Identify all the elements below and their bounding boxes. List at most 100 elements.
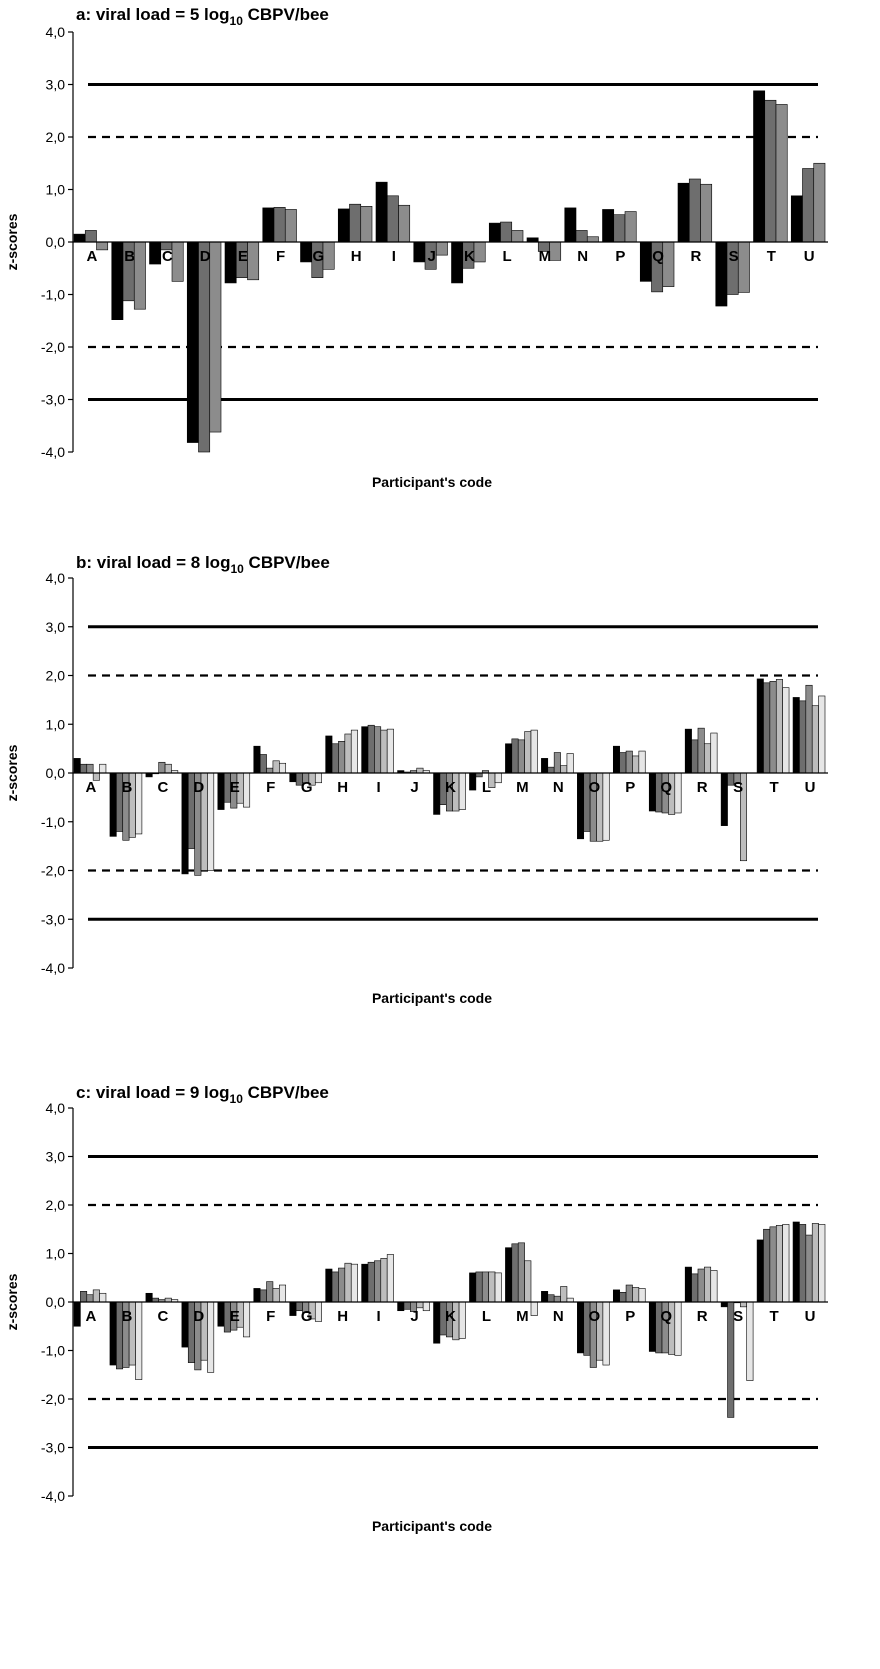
- bar: [488, 1271, 496, 1303]
- bar: [769, 1226, 777, 1303]
- bar: [710, 1270, 718, 1303]
- bar: [338, 1267, 346, 1303]
- bar: [517, 739, 525, 774]
- bar: [805, 684, 813, 774]
- bar: [209, 241, 222, 433]
- y-tick-label: 2,0: [46, 129, 66, 145]
- bar: [811, 1223, 819, 1303]
- bar: [386, 728, 394, 774]
- bar: [782, 1224, 790, 1303]
- x-axis-label: Participant's code: [372, 990, 492, 1006]
- bar: [560, 765, 568, 774]
- bar: [433, 1301, 441, 1344]
- bar: [314, 1301, 322, 1322]
- bar: [625, 1284, 633, 1303]
- bar: [80, 763, 88, 774]
- y-tick-label: 3,0: [46, 77, 66, 93]
- bar: [792, 697, 800, 774]
- bar: [511, 230, 524, 243]
- bar: [458, 1301, 466, 1339]
- bar: [135, 772, 143, 835]
- bar: [109, 1301, 117, 1366]
- x-axis-label: Participant's code: [372, 1518, 492, 1534]
- category-label: J: [410, 1308, 418, 1325]
- panel-title: b: viral load = 8 log10 CBPV/bee: [76, 553, 330, 576]
- category-label: U: [805, 1308, 816, 1325]
- category-label: D: [193, 779, 204, 796]
- bar: [416, 767, 424, 774]
- bar: [325, 1268, 333, 1303]
- category-label: I: [392, 248, 396, 265]
- panel-title-subscript: 10: [230, 14, 244, 28]
- bar: [80, 1291, 88, 1303]
- bar: [217, 1301, 225, 1327]
- bar: [715, 241, 728, 307]
- category-label: D: [200, 248, 211, 265]
- bar: [505, 1247, 513, 1303]
- bar: [624, 211, 637, 243]
- bar: [674, 772, 682, 814]
- bar: [458, 772, 466, 810]
- bar: [775, 104, 788, 243]
- category-label: H: [337, 779, 348, 796]
- y-tick-label: -1,0: [41, 814, 65, 830]
- category-label: J: [427, 248, 435, 265]
- bar: [720, 772, 728, 826]
- chart-panel-c: c: viral load = 9 log10 CBPV/bee 4,0 3,0 2,…: [4, 1083, 828, 1534]
- category-label: N: [553, 779, 564, 796]
- bar: [619, 752, 627, 774]
- panel-title-main: b: viral load = 8 log: [76, 553, 230, 572]
- category-label: K: [464, 248, 475, 265]
- bar: [243, 1301, 251, 1338]
- bar: [451, 241, 464, 284]
- bar: [331, 1271, 339, 1303]
- bar: [111, 241, 124, 320]
- category-label: L: [482, 1308, 491, 1325]
- panel-title-main: c: viral load = 9 log: [76, 1083, 230, 1102]
- bar: [473, 241, 486, 263]
- category-label: T: [769, 1308, 778, 1325]
- category-label: Q: [660, 1308, 672, 1325]
- y-tick-label: -4,0: [41, 444, 65, 460]
- bar: [133, 241, 146, 310]
- bar: [375, 181, 388, 243]
- bar: [171, 241, 184, 282]
- category-label: U: [804, 248, 815, 265]
- panel-title: c: viral load = 9 log10 CBPV/bee: [76, 1083, 329, 1106]
- category-label: L: [482, 779, 491, 796]
- bar: [613, 214, 626, 243]
- bar: [322, 241, 335, 270]
- bar: [720, 1301, 728, 1308]
- category-label: I: [377, 779, 381, 796]
- bar: [566, 753, 574, 774]
- y-tick-label: -3,0: [41, 911, 65, 927]
- y-tick-label: 3,0: [46, 619, 66, 635]
- y-tick-label: 0,0: [46, 765, 66, 781]
- bar: [602, 772, 610, 841]
- category-label: R: [697, 1308, 708, 1325]
- panel-title: a: viral load = 5 log10 CBPV/bee: [76, 5, 329, 28]
- category-label: P: [625, 779, 635, 796]
- bar: [602, 209, 615, 243]
- y-tick-label: -4,0: [41, 960, 65, 976]
- category-label: D: [193, 1308, 204, 1325]
- bar: [135, 1301, 143, 1380]
- bar: [632, 755, 640, 774]
- bar: [764, 99, 777, 243]
- y-tick-label: 4,0: [46, 24, 66, 40]
- bar: [553, 752, 561, 774]
- category-label: E: [230, 779, 240, 796]
- category-label: K: [445, 779, 456, 796]
- bar: [253, 1288, 261, 1303]
- bar: [337, 208, 350, 243]
- y-tick-label: -4,0: [41, 1488, 65, 1504]
- chart-panel-b: b: viral load = 8 log10 CBPV/bee 4,0 3,0 2,…: [4, 553, 828, 1006]
- bar: [753, 90, 766, 243]
- bar: [511, 1243, 519, 1303]
- bar: [289, 1301, 297, 1316]
- y-tick-label: -2,0: [41, 863, 65, 879]
- bar: [775, 679, 783, 774]
- bar: [756, 678, 764, 774]
- y-tick-label: 2,0: [46, 668, 66, 684]
- bar: [602, 1301, 610, 1366]
